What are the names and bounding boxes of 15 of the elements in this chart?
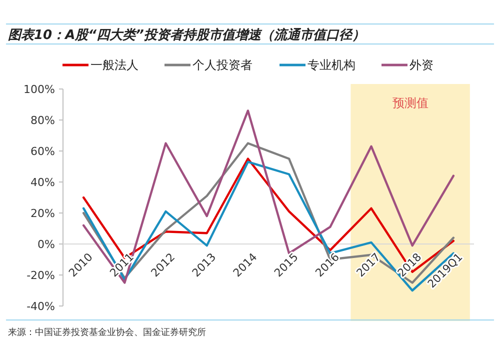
chart-title: 图表10：A股“四大类”投资者持股市值增速（流通市值口径） (8, 27, 365, 43)
y-tick-label: -40% (26, 300, 55, 313)
y-tick-label: 80% (30, 114, 55, 127)
legend-label: 个人投资者 (192, 58, 252, 72)
y-tick-label: 20% (30, 207, 55, 220)
legend-label: 一般法人 (90, 58, 138, 72)
legend-label: 专业机构 (308, 58, 356, 72)
y-tick-label: 40% (30, 176, 55, 189)
legend-label: 外资 (410, 58, 434, 72)
y-tick-label: -20% (26, 269, 55, 282)
y-tick-label: 60% (30, 145, 55, 158)
y-tick-label: 100% (24, 83, 55, 96)
source-note: 来源：中国证券投资基金业协会、国金证券研究所 (8, 327, 206, 338)
y-tick-label: 0% (38, 238, 55, 251)
band-label: 预测值 (392, 96, 428, 110)
